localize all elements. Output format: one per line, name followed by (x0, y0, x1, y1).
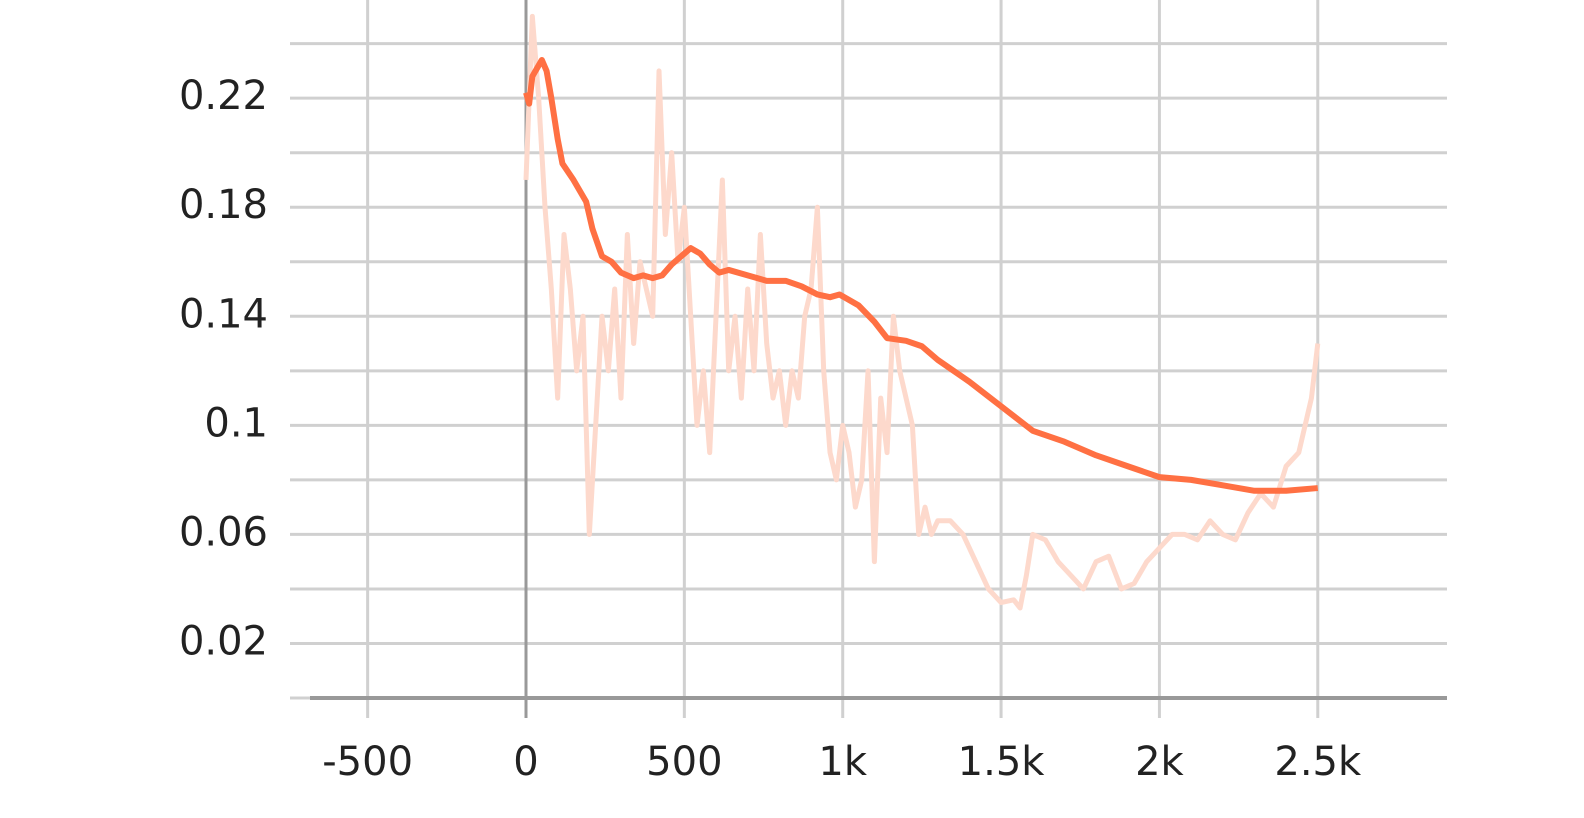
series-line (523, 56, 1319, 494)
series-line (523, 13, 1321, 611)
y-tick-label: 0.14 (179, 291, 268, 337)
x-tick-label: 2.5k (1274, 739, 1362, 785)
x-tick-label: 2k (1135, 739, 1184, 785)
x-tick-label: 0 (513, 739, 538, 785)
y-tick-label: 0.18 (179, 182, 268, 228)
y-tick-label: 0.02 (179, 618, 268, 664)
x-tick-label: 500 (646, 739, 722, 785)
x-tick-label: 1k (818, 739, 867, 785)
x-tick-label: 1.5k (958, 739, 1046, 785)
y-tick-label: 0.06 (179, 509, 268, 555)
x-tick-label: -500 (322, 739, 413, 785)
y-tick-label: 0.1 (204, 400, 268, 446)
y-tick-label: 0.22 (179, 73, 268, 119)
